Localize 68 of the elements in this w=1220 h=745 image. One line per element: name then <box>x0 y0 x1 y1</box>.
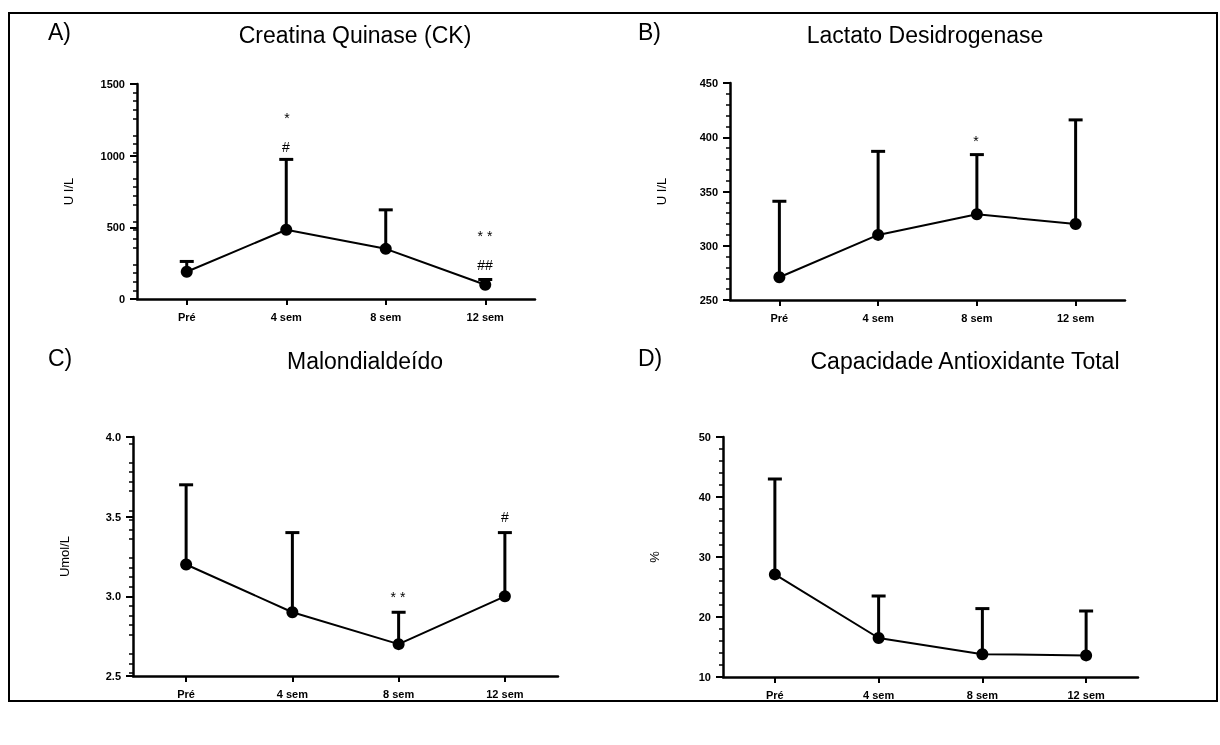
y-tick-label: 0 <box>118 293 125 305</box>
x-tick-label: Pré <box>177 687 195 700</box>
point <box>180 558 193 571</box>
chart-title: Capacidade Antioxidante Total <box>810 347 1120 374</box>
point <box>773 271 786 284</box>
point <box>976 648 989 661</box>
x-tick-label: Pré <box>766 688 784 701</box>
x-tick-label: 4 sem <box>270 310 303 323</box>
y-tick-label: 50 <box>698 431 711 443</box>
y-axis-title: Umol/L <box>57 535 72 578</box>
point <box>379 242 392 255</box>
point <box>970 208 983 221</box>
y-axis-title: U I/L <box>61 177 76 206</box>
point <box>1080 649 1093 662</box>
chart-title: Creatina Quinase (CK) <box>238 21 472 48</box>
point <box>392 638 405 651</box>
text: A) <box>48 18 71 45</box>
annotation: * <box>973 133 980 149</box>
text: D) <box>638 344 663 371</box>
y-tick-label: 1000 <box>100 149 125 162</box>
y-tick-label: 3.0 <box>105 590 121 603</box>
x-tick-label: 8 sem <box>961 311 993 324</box>
x-tick-label: Pré <box>177 310 196 323</box>
chart-title: Lactato Desidrogenase <box>806 21 1044 48</box>
x-tick-label: 4 sem <box>276 687 309 700</box>
chart-title: Malondialdeído <box>286 347 444 374</box>
x-tick-label: 8 sem <box>383 687 415 700</box>
x-tick-label: Pré <box>770 311 789 324</box>
y-tick-label: 350 <box>699 185 718 198</box>
y-tick-label: 30 <box>698 551 711 563</box>
y-tick-label: 500 <box>106 221 125 234</box>
point <box>872 228 885 241</box>
y-tick-label: 2.5 <box>105 670 121 682</box>
y-axis-title: U I/L <box>654 177 669 206</box>
y-tick-label: 20 <box>698 611 711 623</box>
point <box>286 606 299 619</box>
point <box>768 568 781 581</box>
point <box>280 223 293 236</box>
annotation: # <box>282 139 291 155</box>
text: C) <box>48 344 73 371</box>
point <box>1069 218 1082 231</box>
x-tick-label: 12 sem <box>486 687 524 700</box>
y-tick-label: 450 <box>699 77 718 89</box>
y-tick-label: 1500 <box>100 78 125 90</box>
annotation: * <box>284 110 291 126</box>
x-tick-label: 12 sem <box>1056 311 1095 324</box>
x-tick-label: 4 sem <box>862 311 894 324</box>
text: B) <box>638 18 661 45</box>
x-tick-label: 8 sem <box>370 310 402 323</box>
point <box>498 590 511 603</box>
y-tick-label: 40 <box>698 491 711 503</box>
point <box>872 632 885 644</box>
annotation: ## <box>477 257 493 273</box>
y-tick-label: 400 <box>699 131 718 144</box>
y-tick-label: 4.0 <box>105 431 121 443</box>
y-axis-title: % <box>647 550 662 563</box>
y-tick-label: 3.5 <box>105 510 121 523</box>
x-tick-label: 12 sem <box>466 310 505 323</box>
y-tick-label: 10 <box>698 671 711 683</box>
y-tick-label: 300 <box>699 239 718 252</box>
x-tick-label: 4 sem <box>863 688 895 701</box>
annotation: # <box>501 509 510 525</box>
annotation: * * <box>477 228 493 244</box>
annotation: * * <box>390 589 406 605</box>
y-tick-label: 250 <box>699 294 718 306</box>
point <box>180 265 193 278</box>
x-tick-label: 12 sem <box>1067 688 1105 701</box>
x-tick-label: 8 sem <box>966 688 999 701</box>
